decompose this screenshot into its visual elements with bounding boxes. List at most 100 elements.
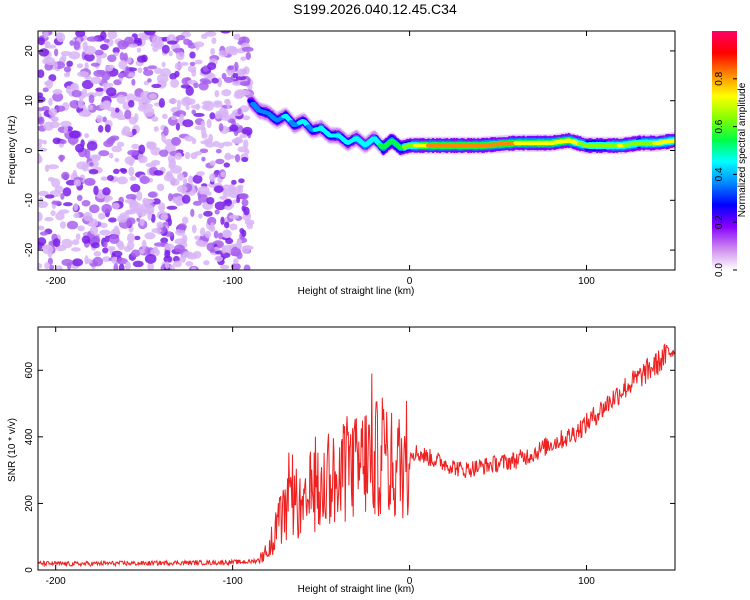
noise-blob [102, 247, 109, 254]
colorbar-tick-label: 0.0 [714, 263, 725, 277]
noise-blob [185, 261, 194, 267]
noise-blob [95, 87, 104, 92]
noise-blob [89, 204, 100, 214]
noise-blob [65, 179, 77, 186]
noise-blob [54, 48, 59, 57]
noise-blob [124, 109, 132, 120]
noise-blob [54, 185, 64, 193]
noise-blob [191, 266, 197, 270]
noise-blob [221, 72, 227, 80]
noise-blob [176, 34, 186, 41]
noise-blob [99, 229, 111, 236]
noise-blob [38, 143, 43, 148]
noise-blob [99, 222, 108, 228]
noise-blob [194, 59, 203, 65]
noise-blob [164, 243, 175, 251]
noise-blob [77, 71, 89, 78]
snr-y-axis: 0 200 400 600 [24, 361, 675, 573]
noise-blob [212, 101, 223, 108]
noise-blob [229, 124, 239, 132]
noise-blob [114, 157, 120, 163]
noise-blob [123, 130, 133, 137]
noise-blob [117, 214, 128, 223]
noise-blob [176, 185, 188, 193]
noise-blob [168, 158, 177, 168]
noise-blob [192, 250, 202, 259]
noise-blob [47, 164, 59, 170]
snr-x-label: Height of straight line (km) [298, 584, 415, 595]
noise-blob [144, 31, 156, 36]
noise-blob [70, 247, 81, 252]
noise-blob [221, 245, 227, 254]
noise-blob [84, 133, 90, 139]
noise-blob [189, 61, 196, 66]
spectrogram-noise [38, 31, 255, 270]
noise-blob [171, 136, 182, 146]
noise-blob [235, 75, 247, 81]
noise-blob [113, 263, 119, 270]
noise-blob [233, 258, 239, 265]
noise-blob [191, 224, 197, 234]
noise-blob [206, 118, 212, 129]
noise-blob [77, 225, 85, 232]
noise-blob [128, 99, 135, 108]
noise-blob [237, 186, 244, 194]
noise-blob [76, 194, 83, 202]
noise-blob [55, 265, 63, 270]
x-tick-label: -100 [223, 576, 243, 587]
noise-blob [161, 113, 168, 119]
noise-blob [55, 211, 65, 221]
noise-blob [143, 69, 154, 76]
noise-blob [204, 141, 215, 148]
snr-y-label: SNR (10 * v/v) [7, 418, 18, 482]
noise-blob [111, 250, 123, 258]
colorbar-tick-label: 0.4 [714, 167, 725, 181]
noise-blob [124, 261, 131, 270]
noise-blob [190, 152, 198, 160]
noise-blob [154, 67, 163, 75]
spectrogram-y-label: Frequency (Hz) [7, 116, 18, 185]
noise-blob [102, 187, 111, 196]
noise-blob [241, 245, 251, 254]
noise-blob [73, 203, 79, 211]
noise-blob [113, 225, 120, 236]
noise-blob [124, 198, 136, 204]
noise-blob [184, 135, 194, 142]
noise-blob [174, 152, 183, 160]
noise-blob [182, 251, 194, 258]
noise-blob [243, 264, 251, 270]
noise-blob [241, 199, 249, 207]
noise-blob [59, 139, 67, 145]
noise-blob [170, 78, 180, 89]
noise-blob [172, 260, 182, 268]
noise-blob [223, 162, 231, 168]
noise-blob [89, 162, 94, 167]
noise-blob [191, 68, 197, 77]
noise-blob [209, 160, 216, 166]
noise-blob [71, 239, 80, 246]
noise-blob [197, 193, 208, 203]
noise-blob [105, 87, 117, 97]
noise-blob [69, 40, 75, 46]
noise-blob [102, 82, 114, 88]
noise-blob [142, 209, 155, 214]
noise-blob [168, 98, 178, 104]
noise-blob [220, 171, 226, 178]
noise-blob [176, 50, 185, 61]
noise-blob [55, 105, 66, 112]
noise-blob [38, 138, 44, 145]
noise-blob [38, 237, 47, 246]
noise-blob [117, 72, 125, 79]
noise-blob [105, 65, 114, 72]
noise-blob [160, 213, 168, 221]
noise-blob [200, 120, 206, 128]
noise-blob [214, 209, 220, 215]
snr-series-line [38, 343, 675, 568]
noise-blob [227, 46, 239, 56]
noise-blob [128, 43, 138, 48]
noise-blob [39, 231, 48, 236]
noise-blob [223, 230, 231, 239]
noise-blob [215, 158, 225, 165]
spectrogram-x-label: Height of straight line (km) [298, 286, 415, 297]
noise-blob [108, 234, 120, 244]
